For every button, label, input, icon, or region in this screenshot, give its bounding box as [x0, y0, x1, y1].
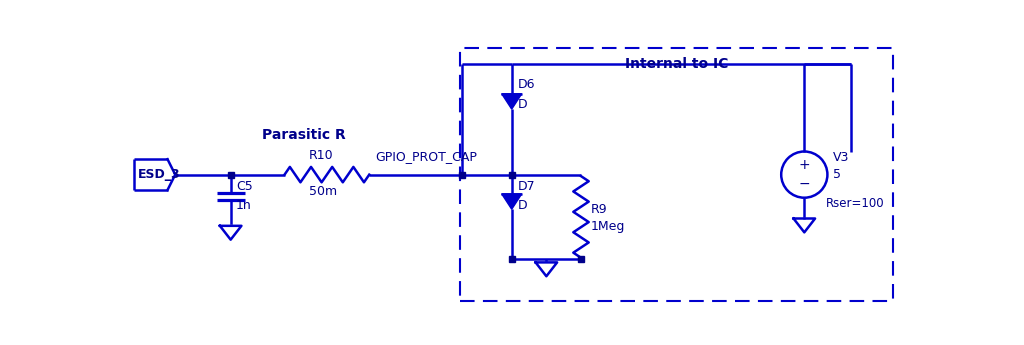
- Text: V3: V3: [833, 151, 849, 164]
- Text: +: +: [799, 158, 810, 172]
- Text: 5: 5: [833, 168, 841, 181]
- Text: Rser=100: Rser=100: [826, 197, 885, 210]
- Text: 1Meg: 1Meg: [590, 220, 625, 233]
- Polygon shape: [502, 194, 521, 209]
- Text: Parasitic R: Parasitic R: [262, 128, 346, 141]
- Text: D7: D7: [518, 180, 536, 193]
- Text: R9: R9: [590, 203, 607, 216]
- Text: Internal to IC: Internal to IC: [625, 57, 728, 71]
- Text: D: D: [518, 199, 527, 212]
- Polygon shape: [502, 94, 521, 109]
- Text: D: D: [518, 98, 527, 111]
- Bar: [460, 48, 893, 301]
- Text: C5: C5: [237, 180, 253, 194]
- Text: 50m: 50m: [309, 185, 337, 198]
- Text: 1n: 1n: [237, 199, 252, 212]
- Text: R10: R10: [308, 149, 333, 162]
- Text: D6: D6: [518, 78, 536, 91]
- Text: GPIO_PROT_CAP: GPIO_PROT_CAP: [376, 150, 477, 164]
- Text: −: −: [799, 177, 810, 191]
- Text: ESD_3: ESD_3: [137, 168, 180, 181]
